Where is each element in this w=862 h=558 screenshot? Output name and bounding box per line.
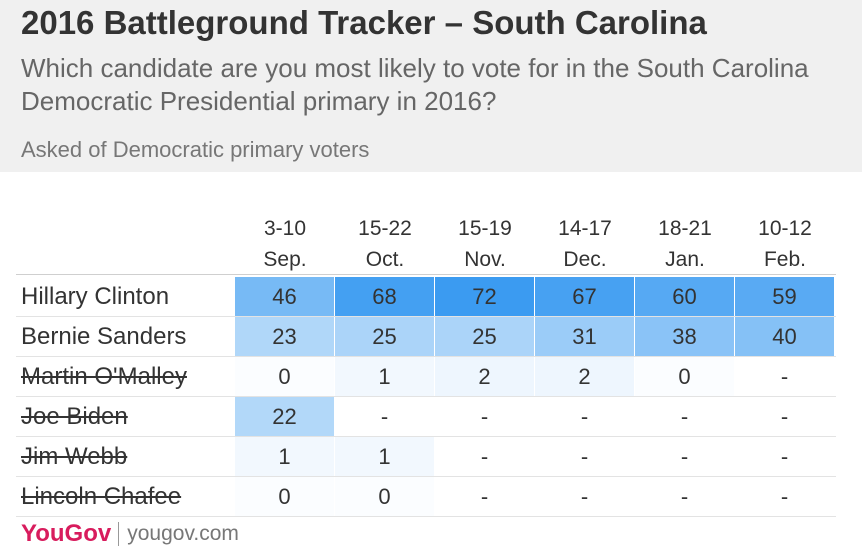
table-cell: 31 [535,317,634,356]
question-text: Which candidate are you most likely to v… [21,53,809,116]
table-cell: 23 [235,317,334,356]
table-cell: - [635,477,734,516]
column-header: 10-12 Feb. [735,213,835,275]
column-month: Sep. [263,248,307,271]
table-cell: 60 [635,277,734,316]
column-date-range: 15-22 [358,217,412,240]
column-header: 3-10 Sep. [235,213,335,275]
column-month: Oct. [365,248,405,271]
table-cell: 0 [635,357,734,396]
table-cell: 1 [335,357,434,396]
candidate-name: Bernie Sanders [21,323,187,350]
table-cell: 2 [535,357,634,396]
header-panel: 2016 Battleground Tracker – South Caroli… [0,0,862,172]
table-cell: - [635,437,734,476]
table-cell: - [535,397,634,436]
table-cell: 1 [235,437,334,476]
candidate-name: Jim Webb [21,443,128,470]
header-rule [16,274,836,275]
row-separator [16,516,836,517]
table-cell: 40 [735,317,834,356]
row-separator [16,476,836,477]
table-cell: 25 [335,317,434,356]
yougov-logo: YouGov [21,520,112,547]
table-cell: 38 [635,317,734,356]
table-cell: - [435,477,534,516]
table-cell: 72 [435,277,534,316]
footer-divider [118,522,120,546]
table-cell: - [435,397,534,436]
table-cell: - [735,397,834,436]
table-cell: 46 [235,277,334,316]
table-cell: 0 [235,357,334,396]
candidate-name: Joe Biden [21,403,128,430]
table-cell: - [635,397,734,436]
table-cell: 59 [735,277,834,316]
row-separator [16,316,836,317]
row-separator [16,436,836,437]
table-cell: - [735,437,834,476]
candidate-name: Hillary Clinton [21,283,170,310]
table-cell: - [735,357,834,396]
table-cell: 25 [435,317,534,356]
table-cell: - [435,437,534,476]
column-month: Nov. [464,248,506,271]
site-url: yougov.com [127,522,239,545]
column-header: 15-22 Oct. [335,213,435,275]
table-cell: 22 [235,397,334,436]
candidate-name: Martin O'Malley [21,363,187,390]
column-date-range: 18-21 [658,217,712,240]
table-cell: 67 [535,277,634,316]
table-cell: - [335,397,434,436]
column-header: 15-19 Nov. [435,213,535,275]
column-month: Dec. [563,248,607,271]
row-separator [16,356,836,357]
candidate-name: Lincoln Chafee [21,483,182,510]
column-date-range: 3-10 [263,217,307,240]
column-header: 18-21 Jan. [635,213,735,275]
column-header: 14-17 Dec. [535,213,635,275]
table-cell: - [535,477,634,516]
column-month: Jan. [665,248,705,271]
table-cell: - [535,437,634,476]
table-cell: 2 [435,357,534,396]
population-note: Asked of Democratic primary voters [21,137,370,162]
footer-logo: YouGov yougov.com [21,520,239,552]
table-cell: 1 [335,437,434,476]
table-cell: - [735,477,834,516]
table-cell: 68 [335,277,434,316]
column-month: Feb. [763,248,807,271]
table-cell: 0 [335,477,434,516]
column-date-range: 15-19 [458,217,512,240]
table-cell: 0 [235,477,334,516]
column-date-range: 10-12 [758,217,812,240]
page-title: 2016 Battleground Tracker – South Caroli… [21,4,707,41]
column-date-range: 14-17 [558,217,612,240]
row-separator [16,396,836,397]
